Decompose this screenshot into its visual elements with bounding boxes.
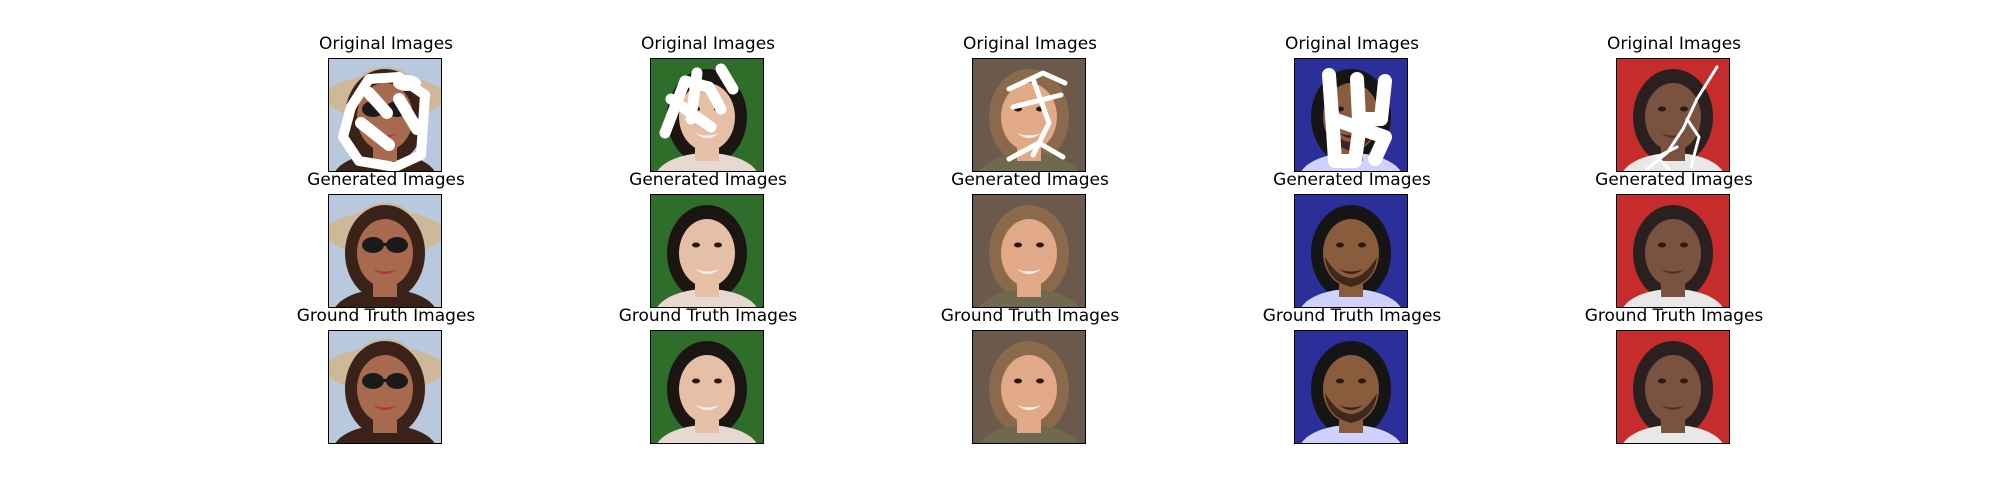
face-portrait xyxy=(651,331,763,443)
image-title: Original Images xyxy=(318,34,454,54)
face-portrait xyxy=(973,59,1085,171)
image-cell: Generated Images xyxy=(950,170,1110,310)
generated-face-image xyxy=(972,194,1086,308)
face-portrait xyxy=(1295,331,1407,443)
truth-face-image xyxy=(972,330,1086,444)
masked-face-image xyxy=(328,58,442,172)
image-title: Original Images xyxy=(962,34,1098,54)
generated-face-image xyxy=(1294,194,1408,308)
masked-face-image xyxy=(1616,58,1730,172)
image-cell: Ground Truth Images xyxy=(1263,306,1441,446)
image-title: Generated Images xyxy=(1273,170,1431,190)
image-cell: Original Images xyxy=(306,34,466,174)
face-portrait xyxy=(329,195,441,307)
face-portrait xyxy=(651,195,763,307)
image-cell: Original Images xyxy=(628,34,788,174)
face-portrait xyxy=(329,59,441,171)
image-title: Original Images xyxy=(640,34,776,54)
generated-face-image xyxy=(328,194,442,308)
truth-face-image xyxy=(1294,330,1408,444)
face-portrait xyxy=(973,331,1085,443)
image-cell: Ground Truth Images xyxy=(941,306,1119,446)
image-title: Generated Images xyxy=(307,170,465,190)
image-title: Generated Images xyxy=(1595,170,1753,190)
generated-face-image xyxy=(1616,194,1730,308)
truth-face-image xyxy=(1616,330,1730,444)
image-cell: Generated Images xyxy=(1594,170,1754,310)
face-portrait xyxy=(1617,195,1729,307)
face-portrait xyxy=(651,59,763,171)
image-cell: Original Images xyxy=(1594,34,1754,174)
image-title: Ground Truth Images xyxy=(940,306,1120,326)
masked-face-image xyxy=(972,58,1086,172)
image-title: Ground Truth Images xyxy=(296,306,476,326)
image-title: Original Images xyxy=(1606,34,1742,54)
masked-face-image xyxy=(650,58,764,172)
image-cell: Generated Images xyxy=(306,170,466,310)
face-portrait xyxy=(329,331,441,443)
truth-face-image xyxy=(328,330,442,444)
image-title: Generated Images xyxy=(629,170,787,190)
image-cell: Ground Truth Images xyxy=(297,306,475,446)
image-cell: Original Images xyxy=(950,34,1110,174)
image-title: Ground Truth Images xyxy=(618,306,798,326)
image-cell: Original Images xyxy=(1272,34,1432,174)
image-cell: Ground Truth Images xyxy=(619,306,797,446)
image-cell: Generated Images xyxy=(628,170,788,310)
truth-face-image xyxy=(650,330,764,444)
image-cell: Generated Images xyxy=(1272,170,1432,310)
face-portrait xyxy=(1617,331,1729,443)
face-portrait xyxy=(973,195,1085,307)
face-portrait xyxy=(1295,195,1407,307)
image-title: Ground Truth Images xyxy=(1262,306,1442,326)
masked-face-image xyxy=(1294,58,1408,172)
face-portrait xyxy=(1295,59,1407,171)
generated-face-image xyxy=(650,194,764,308)
image-title: Original Images xyxy=(1284,34,1420,54)
image-cell: Ground Truth Images xyxy=(1585,306,1763,446)
image-title: Ground Truth Images xyxy=(1584,306,1764,326)
image-title: Generated Images xyxy=(951,170,1109,190)
face-portrait xyxy=(1617,59,1729,171)
